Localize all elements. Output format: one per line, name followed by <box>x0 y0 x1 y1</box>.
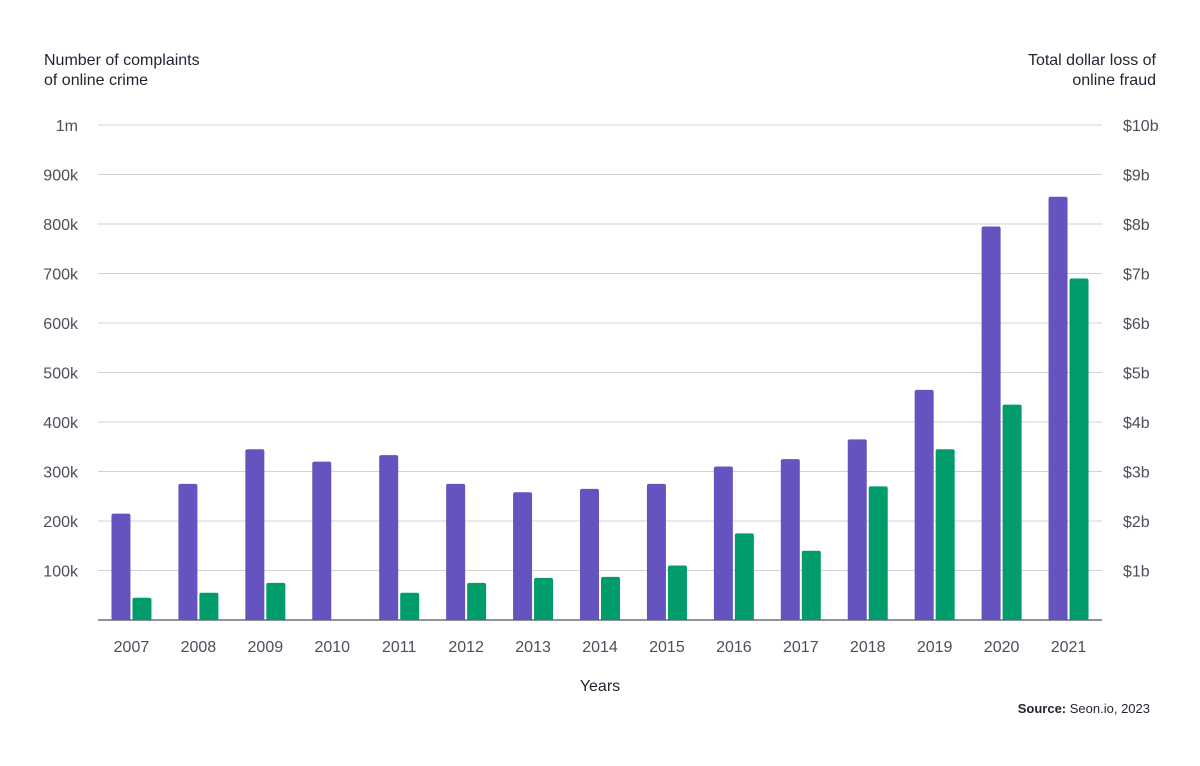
left-tick-label: 600k <box>43 316 79 333</box>
left-tick-label: 400k <box>43 415 79 432</box>
right-tick-label: $8b <box>1123 217 1150 234</box>
x-tick-label: 2017 <box>783 639 819 656</box>
x-tick-label: 2015 <box>649 639 685 656</box>
left-tick-label: 1m <box>56 118 78 135</box>
left-tick-label: 300k <box>43 465 79 482</box>
bar-complaints <box>245 449 265 620</box>
bar-complaints <box>446 483 466 620</box>
bar-dollar-loss <box>667 565 687 620</box>
x-tick-label: 2012 <box>448 639 484 656</box>
bar-complaints <box>111 513 131 620</box>
right-tick-label: $1b <box>1123 564 1150 581</box>
bar-complaints <box>178 483 198 620</box>
bar-dollar-loss <box>132 597 152 620</box>
bar-dollar-loss <box>1002 404 1022 620</box>
x-tick-label: 2013 <box>515 639 551 656</box>
right-tick-label: $9b <box>1123 168 1150 185</box>
bar-dollar-loss <box>935 449 955 620</box>
x-tick-label: 2008 <box>181 639 217 656</box>
left-tick-label: 100k <box>43 564 79 581</box>
bar-dollar-loss <box>266 582 286 620</box>
x-tick-label: 2018 <box>850 639 886 656</box>
source-note: Source: Seon.io, 2023 <box>1018 701 1150 716</box>
left-tick-label: 800k <box>43 217 79 234</box>
right-axis-title-line-1: Total dollar loss of <box>1028 52 1157 69</box>
x-axis-title: Years <box>580 678 620 695</box>
bar-dollar-loss <box>199 592 219 620</box>
bar-complaints <box>981 226 1001 620</box>
bar-dollar-loss <box>601 576 620 620</box>
x-tick-label: 2014 <box>582 639 618 656</box>
x-tick-label: 2007 <box>114 639 150 656</box>
x-tick-label: 2016 <box>716 639 752 656</box>
right-tick-label: $10b <box>1123 118 1159 135</box>
left-axis-title-line-1: Number of complaints <box>44 52 200 69</box>
bar-dollar-loss <box>1069 278 1089 620</box>
source-label: Source: <box>1018 701 1066 716</box>
bar-complaints <box>780 459 800 620</box>
bar-dollar-loss <box>400 592 420 620</box>
bar-complaints <box>379 455 399 620</box>
x-tick-label: 2011 <box>382 639 417 656</box>
x-tick-label: 2010 <box>314 639 350 656</box>
bar-complaints <box>312 461 332 620</box>
bars <box>111 196 1089 620</box>
left-tick-label: 700k <box>43 267 79 284</box>
right-tick-label: $3b <box>1123 465 1150 482</box>
x-tick-label: 2009 <box>248 639 284 656</box>
tick-labels: 100k $1b 200k $2b 300k $3b 400k $4b 500k $5b 600k $… <box>43 118 1158 656</box>
bar-complaints <box>1048 196 1068 620</box>
bar-dollar-loss <box>467 582 487 620</box>
right-tick-label: $6b <box>1123 316 1150 333</box>
bar-dollar-loss <box>868 486 888 620</box>
bar-complaints <box>914 389 934 620</box>
bar-complaints <box>513 492 533 620</box>
bar-complaints <box>847 439 867 620</box>
bar-dollar-loss <box>801 550 821 620</box>
left-tick-label: 500k <box>43 366 79 383</box>
right-tick-label: $4b <box>1123 415 1150 432</box>
right-axis-title-line-2: online fraud <box>1072 72 1156 89</box>
bar-complaints <box>646 483 666 620</box>
bar-dollar-loss <box>734 533 754 620</box>
x-tick-label: 2020 <box>984 639 1020 656</box>
gridlines <box>98 124 1102 621</box>
x-tick-label: 2021 <box>1051 639 1087 656</box>
bar-dollar-loss <box>534 577 554 620</box>
left-tick-label: 200k <box>43 514 79 531</box>
right-tick-label: $5b <box>1123 366 1150 383</box>
bar-complaints <box>713 466 733 620</box>
right-tick-label: $2b <box>1123 514 1150 531</box>
left-tick-label: 900k <box>43 168 79 185</box>
right-tick-label: $7b <box>1123 267 1150 284</box>
source-text: Seon.io, 2023 <box>1070 701 1150 716</box>
x-tick-label: 2019 <box>917 639 953 656</box>
left-axis-title-line-2: of online crime <box>44 72 148 89</box>
bar-complaints <box>580 488 599 620</box>
